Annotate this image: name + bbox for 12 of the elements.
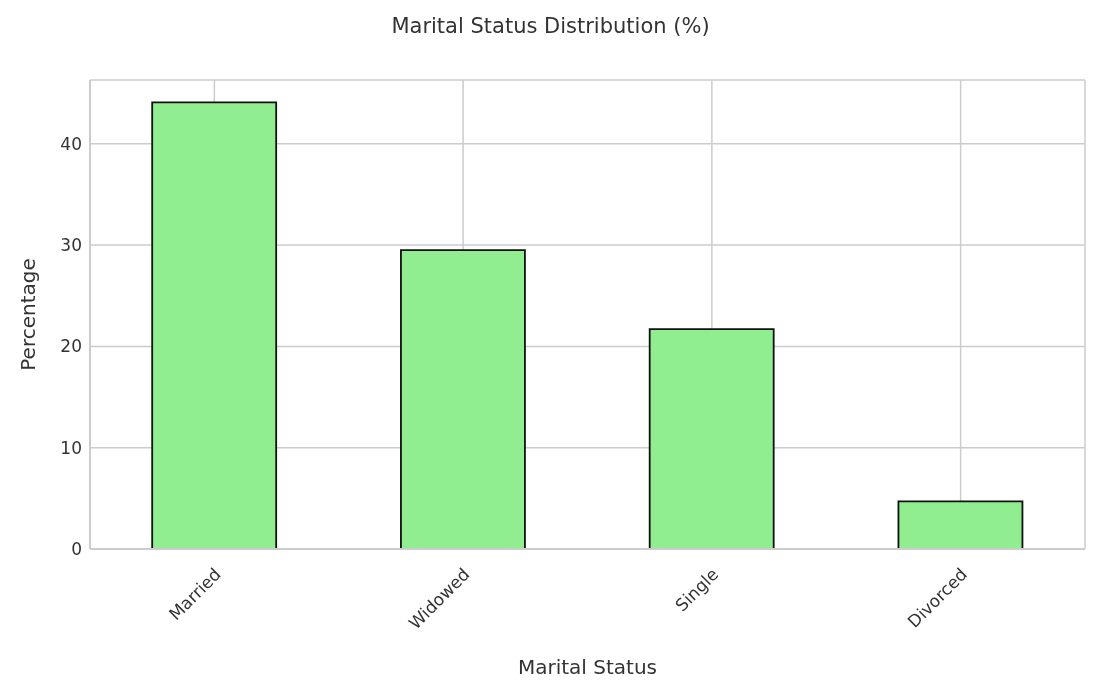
y-tick-label: 0 [71,539,82,560]
bar [897,500,1024,549]
y-tick-label: 40 [60,133,82,154]
x-axis-title: Marital Status [517,655,658,679]
bar [648,328,775,549]
y-tick-label: 10 [60,437,82,458]
chart-title: Marital Status Distribution (%) [390,13,711,40]
y-tick-label: 30 [60,235,82,256]
y-tick-label: 20 [60,336,82,357]
bar [400,249,526,549]
y-axis-title: Percentage [16,258,41,371]
bar [151,101,278,549]
